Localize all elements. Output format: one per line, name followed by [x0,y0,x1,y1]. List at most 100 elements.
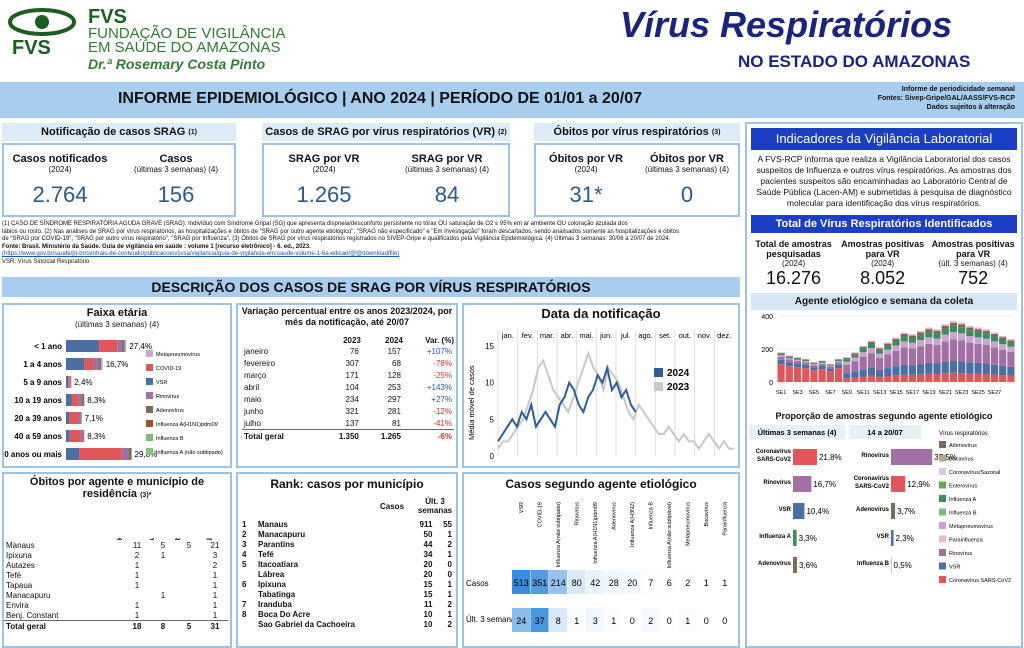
prop-value-label: 3,3% [799,534,817,543]
faixa-bar-seg [70,376,72,388]
stack-bar-seg [917,330,925,333]
obitos-row: Manaus 11 5 5 21 [4,540,228,550]
faixa-legend-label: Adenovírus [156,408,184,414]
rank-cell: 6 [242,580,247,589]
variacao-cell: 321 [345,406,359,416]
col-var: Var. (%) [425,336,454,345]
notif-month-label: set. [659,331,671,340]
stack-bar-seg [908,342,917,349]
obitos-cell: 5 [160,540,166,550]
stack-bar-seg [925,327,933,330]
footnote-link[interactable]: (https://www.gov.br/saude/pt-br/centrais… [2,251,400,257]
stack-bar-seg [982,330,990,334]
rank-row: 3 Parantins 44 2 [240,540,454,550]
stack-bar-seg [826,366,834,369]
stack-bar-seg [999,337,1007,340]
lab-title: Indicadores da Vigilância Laboratorial [751,128,1017,150]
stack-bar-seg [875,353,884,358]
footnote: de "SRAG por COVID-19", "SRAG por outro … [2,236,671,242]
rank-cell: 2 [447,540,452,549]
stack-bar-seg [851,361,859,372]
sec-label: Óbitos por vírus respiratórios [553,126,709,138]
stack-bar-seg [810,362,818,364]
kpi-sub: (últimas 3 semanas) (4) [404,165,490,174]
stack-bar-seg [908,335,917,338]
stack-bar-seg [925,373,933,382]
agente-cell-ult [660,608,678,632]
agente-cell-ult [586,608,604,632]
stack-bar-seg [834,364,843,369]
stack-bar-seg [785,356,793,359]
agente-col-header: VSR [519,502,525,513]
obitos-cell: 1 [212,580,218,590]
kpi-sub: (2024) [312,165,336,174]
stack-bar-seg [843,359,851,362]
stack-bar-seg [917,364,925,375]
stack-bar-seg [859,376,867,382]
obitos-cell [150,570,176,580]
stack-ytick: 0 [769,380,773,387]
stack-bar-seg [867,375,875,382]
faixa-value-label: 29,8% [135,450,158,459]
prop-value-label: 21,8% [819,453,842,462]
svg-text:FVS: FVS [12,37,51,56]
stack-xtick: SE25 [971,390,984,396]
kpi-sub: (2024) [574,165,598,174]
kpi-value: 16.276 [766,268,822,288]
kpi-label: Amostras positivas para VR [841,239,925,259]
lab-section-semana: Agente etiológico e semana da coleta [751,293,1017,310]
stack-bar-seg [793,360,802,364]
page-subtitle: NO ESTADO DO AMAZONAS [738,52,971,71]
rank-row: 6 Ipixuna 15 1 [240,580,454,590]
faixa-bar-seg [66,448,80,460]
variacao-cell: março [244,370,267,380]
stack-bar-seg [974,362,982,374]
stack-bar-seg [1007,375,1015,382]
footnotes: (1) CASO DE SÍNDROME RESPIRATÓRIA AGUDA … [2,221,742,266]
notif-series-2023 [497,350,734,451]
obitos-cell [176,590,202,600]
stack-xtick: SE1 [776,390,786,396]
stack-bar-seg [982,333,990,339]
notificacao-title: Data da notificação [541,306,661,321]
obitos-cell: 31 [210,621,220,631]
agente-col-header: COVID-19 [538,502,544,527]
notif-legend-2024-label: 2024 [667,368,690,379]
stack-xtick: SE21 [939,390,952,396]
stack-bar-seg [884,368,892,377]
section-title-descricao: DESCRIÇÃO DOS CASOS DE SRAG POR VÍRUS RE… [2,277,740,297]
obitos-row: Autazes 1 2 [4,560,228,570]
page-title: Vírus Respiratórios [620,4,953,45]
agente-cell-ult [715,608,734,632]
stack-bar-seg [974,331,982,338]
variacao-row: julho 137 81 -41% [242,417,454,430]
obitos-cell: 5 [186,540,192,550]
stack-bar-seg [867,344,875,349]
kpi-sub: (2024) [871,259,895,268]
variacao-cell: 307 [345,358,359,368]
sec-label: Casos de SRAG por vírus respiratórios (V… [265,126,496,138]
info-line: Fontes: Sivep-Gripe/GAL/AASS/FVS-RCP [877,95,1015,102]
kpi-sub: (últimas 3 semanas) (4) [644,165,730,174]
agente-cell-ult [641,608,660,632]
stack-bar-seg [892,338,900,342]
rank-cell: 11 [423,600,433,609]
stack-bar-seg [966,327,974,331]
kpi-box-group [2,143,236,217]
rank-cell: 1 [447,590,452,599]
prop-legend-label: Influenza B [949,511,977,517]
faixa-bar-seg [66,340,100,352]
prop-bar [793,476,812,492]
org-line1: FUNDAÇÃO DE VIGILÂNCIA [88,25,286,42]
stack-bar-seg [793,363,802,368]
faixa-bar-seg [66,412,70,424]
agente-cell-casos-value: 6 [667,578,672,588]
stack-bar-seg [917,340,925,347]
obitos-row: Total geral 18 8 5 31 [4,620,228,632]
faixa-legend-swatch [146,406,153,413]
proporcao-chart: Últimas 3 semanas (4) 14 a 20/07 Coronavír… [749,425,1011,584]
prop-value-label: 3,6% [799,561,817,570]
stack-bar-seg [917,346,925,365]
faixa-bar-seg [93,358,100,370]
kpi-box-group [262,143,510,217]
